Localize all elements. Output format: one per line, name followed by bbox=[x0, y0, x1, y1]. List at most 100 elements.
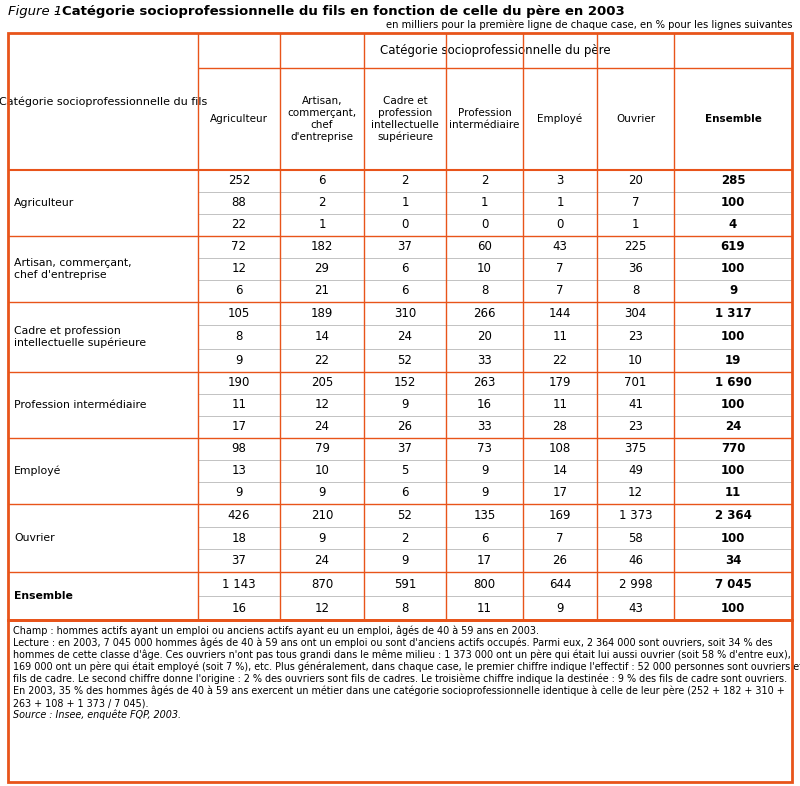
Text: 26: 26 bbox=[553, 554, 567, 567]
Text: 252: 252 bbox=[228, 174, 250, 188]
Text: 79: 79 bbox=[314, 443, 330, 456]
Text: 16: 16 bbox=[477, 399, 492, 412]
Text: 17: 17 bbox=[553, 487, 567, 499]
Text: 100: 100 bbox=[721, 601, 745, 615]
Text: 52: 52 bbox=[398, 354, 413, 367]
Text: 2 364: 2 364 bbox=[714, 509, 751, 522]
Text: 24: 24 bbox=[314, 554, 330, 567]
Text: 72: 72 bbox=[231, 241, 246, 254]
Text: En 2003, 35 % des hommes âgés de 40 à 59 ans exercent un métier dans une catégor: En 2003, 35 % des hommes âgés de 40 à 59… bbox=[13, 686, 785, 696]
Text: 24: 24 bbox=[725, 421, 741, 434]
Text: 58: 58 bbox=[628, 531, 643, 545]
Text: 43: 43 bbox=[628, 601, 643, 615]
Text: 6: 6 bbox=[402, 263, 409, 276]
Text: 3: 3 bbox=[556, 174, 564, 188]
Text: 7: 7 bbox=[556, 531, 564, 545]
Text: 9: 9 bbox=[318, 487, 326, 499]
Text: 100: 100 bbox=[721, 399, 745, 412]
Text: 9: 9 bbox=[481, 465, 488, 478]
Text: Cadre et
profession
intellectuelle
supérieure: Cadre et profession intellectuelle supér… bbox=[371, 96, 439, 142]
Text: 34: 34 bbox=[725, 554, 741, 567]
Text: 100: 100 bbox=[721, 330, 745, 343]
Text: Ensemble: Ensemble bbox=[14, 591, 73, 601]
Text: 19: 19 bbox=[725, 354, 741, 367]
Text: 14: 14 bbox=[314, 330, 330, 343]
Text: 5: 5 bbox=[402, 465, 409, 478]
Text: 12: 12 bbox=[231, 263, 246, 276]
Text: 16: 16 bbox=[231, 601, 246, 615]
Text: 310: 310 bbox=[394, 307, 416, 320]
Text: Ouvrier: Ouvrier bbox=[616, 114, 655, 124]
Text: 12: 12 bbox=[314, 601, 330, 615]
Text: 2: 2 bbox=[402, 174, 409, 188]
Text: 23: 23 bbox=[628, 421, 643, 434]
Text: 36: 36 bbox=[628, 263, 643, 276]
Text: 46: 46 bbox=[628, 554, 643, 567]
Text: 9: 9 bbox=[235, 487, 242, 499]
Text: 14: 14 bbox=[553, 465, 567, 478]
Bar bbox=[8, 33, 792, 620]
Text: 100: 100 bbox=[721, 263, 745, 276]
Text: 23: 23 bbox=[628, 330, 643, 343]
Text: 6: 6 bbox=[402, 487, 409, 499]
Text: Source : Insee, enquête FQP, 2003.: Source : Insee, enquête FQP, 2003. bbox=[13, 710, 181, 721]
Text: 9: 9 bbox=[318, 531, 326, 545]
Text: 285: 285 bbox=[721, 174, 746, 188]
Text: Catégorie socioprofessionnelle du père: Catégorie socioprofessionnelle du père bbox=[380, 44, 610, 57]
Text: 263 + 108 + 1 373 / 7 045).: 263 + 108 + 1 373 / 7 045). bbox=[13, 698, 149, 708]
Text: Employé: Employé bbox=[538, 114, 582, 124]
Text: Ouvrier: Ouvrier bbox=[14, 533, 54, 543]
Text: 8: 8 bbox=[481, 285, 488, 297]
Text: 20: 20 bbox=[628, 174, 643, 188]
Text: 11: 11 bbox=[477, 601, 492, 615]
Bar bbox=[8, 620, 792, 782]
Text: 12: 12 bbox=[628, 487, 643, 499]
Text: 37: 37 bbox=[398, 443, 413, 456]
Text: 26: 26 bbox=[398, 421, 413, 434]
Text: 43: 43 bbox=[553, 241, 567, 254]
Text: 24: 24 bbox=[398, 330, 413, 343]
Text: Figure 1: Figure 1 bbox=[8, 5, 62, 18]
Text: 179: 179 bbox=[549, 376, 571, 390]
Text: 210: 210 bbox=[311, 509, 333, 522]
Text: 619: 619 bbox=[721, 241, 746, 254]
Text: 375: 375 bbox=[624, 443, 646, 456]
Text: 304: 304 bbox=[624, 307, 646, 320]
Text: 4: 4 bbox=[729, 219, 737, 232]
Text: 7: 7 bbox=[632, 196, 639, 210]
Text: 100: 100 bbox=[721, 531, 745, 545]
Text: 17: 17 bbox=[231, 421, 246, 434]
Text: 266: 266 bbox=[474, 307, 496, 320]
Text: 9: 9 bbox=[556, 601, 564, 615]
Text: Cadre et profession
intellectuelle supérieure: Cadre et profession intellectuelle supér… bbox=[14, 326, 146, 348]
Text: 37: 37 bbox=[231, 554, 246, 567]
Text: 11: 11 bbox=[553, 330, 567, 343]
Text: 22: 22 bbox=[553, 354, 567, 367]
Text: Agriculteur: Agriculteur bbox=[210, 114, 268, 124]
Text: 6: 6 bbox=[402, 285, 409, 297]
Text: 1: 1 bbox=[632, 219, 639, 232]
Text: Agriculteur: Agriculteur bbox=[14, 198, 74, 208]
Text: 9: 9 bbox=[235, 354, 242, 367]
Text: 10: 10 bbox=[314, 465, 330, 478]
Text: 644: 644 bbox=[549, 578, 571, 590]
Text: 7 045: 7 045 bbox=[714, 578, 751, 590]
Text: 205: 205 bbox=[311, 376, 333, 390]
Text: 0: 0 bbox=[556, 219, 564, 232]
Text: 100: 100 bbox=[721, 465, 745, 478]
Text: 144: 144 bbox=[549, 307, 571, 320]
Text: 701: 701 bbox=[624, 376, 646, 390]
Text: Champ : hommes actifs ayant un emploi ou anciens actifs ayant eu un emploi, âgés: Champ : hommes actifs ayant un emploi ou… bbox=[13, 626, 539, 637]
Text: 6: 6 bbox=[481, 531, 488, 545]
Text: Ensemble: Ensemble bbox=[705, 114, 762, 124]
Text: 426: 426 bbox=[228, 509, 250, 522]
Text: 10: 10 bbox=[628, 354, 643, 367]
Text: 7: 7 bbox=[556, 263, 564, 276]
Text: 152: 152 bbox=[394, 376, 416, 390]
Text: 800: 800 bbox=[474, 578, 495, 590]
Text: 105: 105 bbox=[228, 307, 250, 320]
Text: 6: 6 bbox=[318, 174, 326, 188]
Text: 169 000 ont un père qui était employé (soit 7 %), etc. Plus généralement, dans c: 169 000 ont un père qui était employé (s… bbox=[13, 662, 800, 673]
Text: 8: 8 bbox=[235, 330, 242, 343]
Text: Employé: Employé bbox=[14, 466, 62, 476]
